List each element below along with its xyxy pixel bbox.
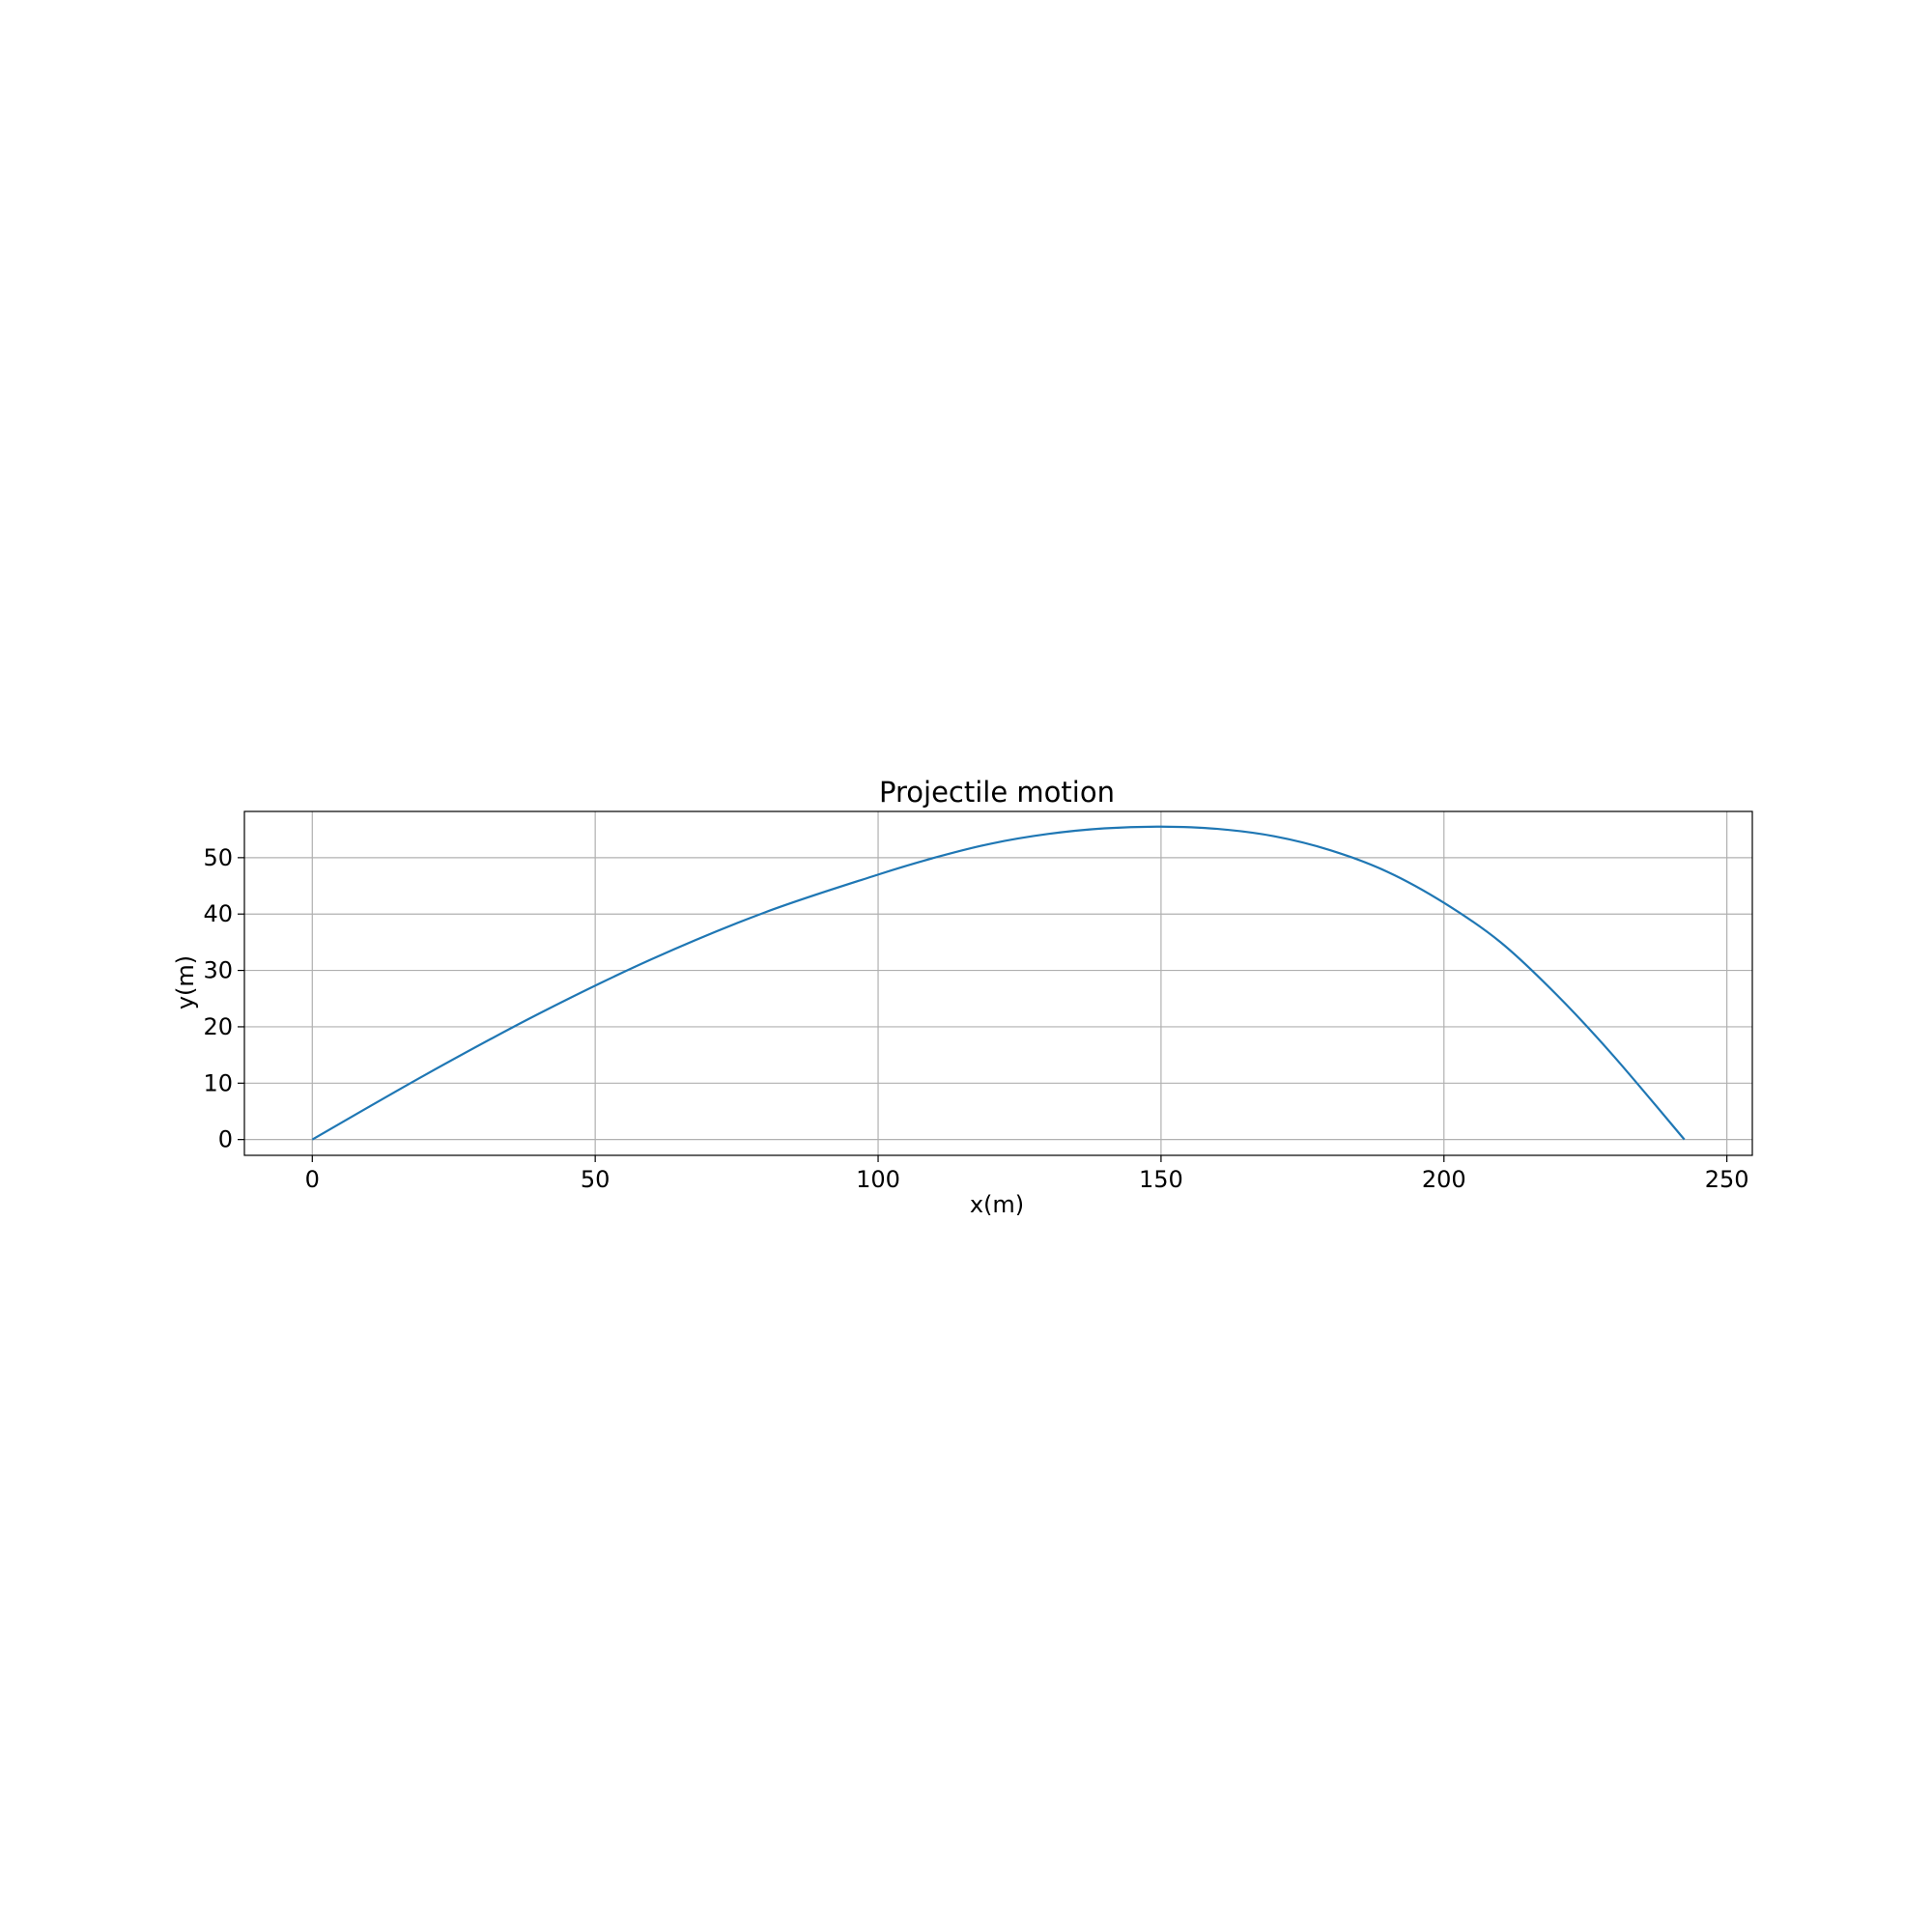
plot-area-frame [243, 810, 1753, 1156]
x-tick-label: 200 [1422, 1166, 1466, 1193]
x-axis-ticks: 0 50 100 150 200 250 [305, 1155, 1749, 1193]
y-axis-ticks: 0 10 20 30 40 50 [203, 844, 244, 1153]
x-tick-label: 50 [581, 1166, 611, 1193]
y-axis-label: y(m) [172, 955, 199, 1009]
x-tick-label: 100 [856, 1166, 900, 1193]
x-tick-label: 150 [1139, 1166, 1183, 1193]
chart-title: Projectile motion [879, 776, 1115, 809]
trajectory-line [311, 825, 1686, 1141]
x-axis-label: x(m) [970, 1191, 1024, 1218]
series-layer [311, 825, 1686, 1141]
y-tick-label: 40 [203, 900, 233, 927]
y-tick-label: 30 [203, 957, 233, 984]
y-tick-label: 20 [203, 1013, 233, 1040]
y-tick-label: 50 [203, 844, 233, 871]
y-tick-label: 0 [218, 1126, 233, 1153]
y-tick-label: 10 [203, 1069, 233, 1096]
x-tick-label: 0 [305, 1166, 320, 1193]
x-tick-label: 250 [1705, 1166, 1749, 1193]
grid-lines [244, 811, 1752, 1155]
